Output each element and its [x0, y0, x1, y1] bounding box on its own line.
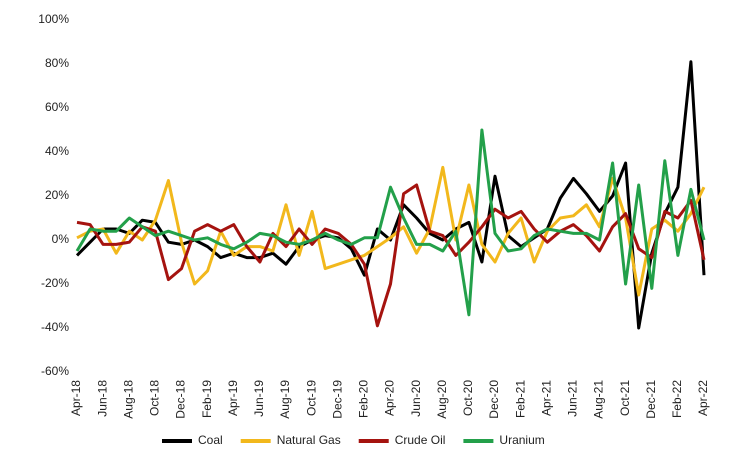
y-tick-label: -20% — [41, 276, 69, 290]
x-tick-label: Oct-19 — [304, 380, 318, 416]
x-tick-label: Apr-21 — [539, 380, 553, 416]
y-tick-label: -40% — [41, 320, 69, 334]
x-tick-label: Oct-21 — [618, 380, 632, 416]
y-tick-label: -60% — [41, 364, 69, 378]
x-tick-label: Aug-18 — [121, 380, 135, 419]
y-tick-label: 100% — [38, 12, 69, 26]
y-tick-label: 40% — [45, 144, 69, 158]
x-tick-label: Feb-22 — [670, 380, 684, 418]
x-tick-label: Jun-21 — [566, 380, 580, 417]
x-tick-label: Oct-18 — [148, 380, 162, 416]
x-tick-label: Dec-20 — [487, 380, 501, 419]
legend-label: Uranium — [499, 433, 544, 447]
x-tick-label: Aug-21 — [592, 380, 606, 419]
series-line — [76, 165, 706, 297]
y-tick-label: 60% — [45, 100, 69, 114]
x-tick-label: Dec-18 — [174, 380, 188, 419]
y-tick-label: 80% — [45, 56, 69, 70]
x-tick-label: Dec-19 — [330, 380, 344, 419]
x-tick-label: Aug-19 — [278, 380, 292, 419]
legend-label: Coal — [198, 433, 223, 447]
x-tick-label: Aug-20 — [435, 380, 449, 419]
series-line — [76, 183, 706, 328]
y-tick-label: 0% — [52, 232, 70, 246]
x-tick-label: Apr-19 — [226, 380, 240, 416]
x-tick-label: Apr-22 — [696, 380, 710, 416]
legend-label: Natural Gas — [277, 433, 341, 447]
x-tick-label: Jun-20 — [409, 380, 423, 417]
y-tick-label: 20% — [45, 188, 69, 202]
x-tick-label: Jun-18 — [95, 380, 109, 417]
legend-label: Crude Oil — [395, 433, 446, 447]
x-tick-label: Jun-19 — [252, 380, 266, 417]
x-tick-label: Apr-18 — [69, 380, 83, 416]
series-line — [75, 128, 706, 317]
x-tick-label: Apr-20 — [383, 380, 397, 416]
x-tick-label: Dec-21 — [644, 380, 658, 419]
x-tick-label: Feb-20 — [357, 380, 371, 418]
x-tick-label: Oct-20 — [461, 380, 475, 416]
x-tick-label: Feb-19 — [200, 380, 214, 418]
x-tick-label: Feb-21 — [513, 380, 527, 418]
